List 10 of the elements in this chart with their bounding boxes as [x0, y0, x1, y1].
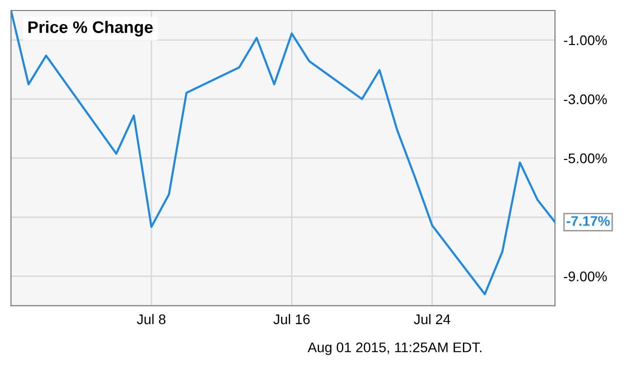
y-tick-label: -9.00%	[564, 272, 607, 282]
x-tick-label: Jul 24	[414, 314, 450, 324]
y-tick-label: -5.00%	[564, 153, 607, 164]
x-tick-label: Jul 16	[273, 314, 310, 324]
y-tick-label: -1.00%	[564, 35, 607, 46]
text: Aug 01 2015, 11:25AM EDT.	[308, 342, 482, 356]
y-tick-label: -3.00%	[564, 94, 607, 104]
text: Price % Change	[28, 20, 153, 36]
annotation: -7.17%	[566, 216, 610, 226]
x-tick-label: Jul 8	[136, 314, 166, 324]
